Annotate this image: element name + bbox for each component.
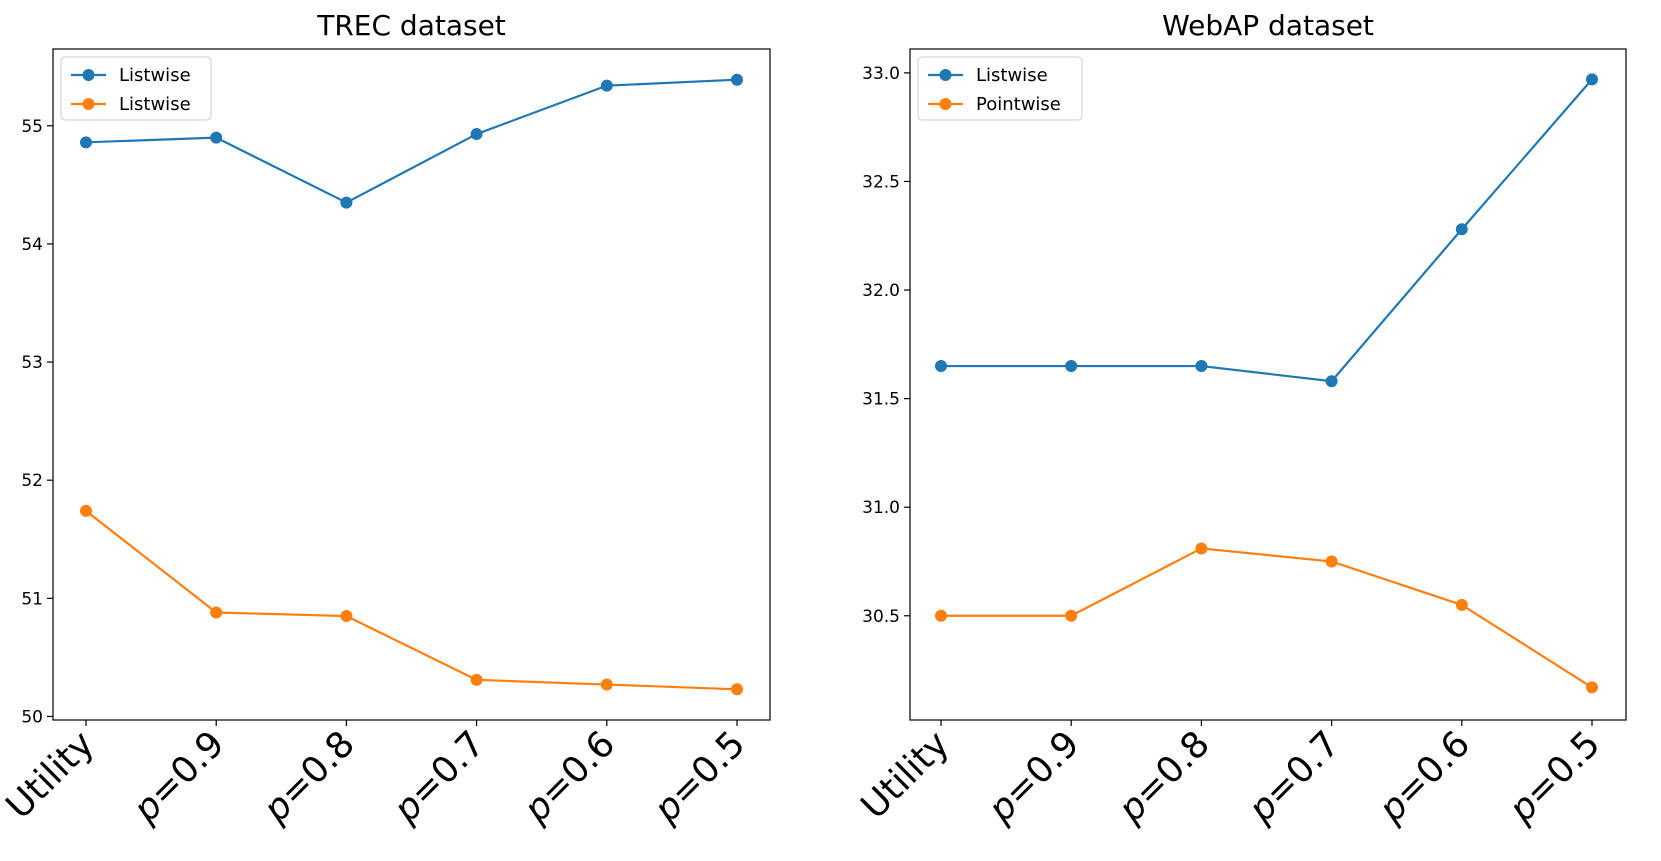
data-point xyxy=(1455,598,1468,611)
series-line xyxy=(941,547,1593,689)
data-point xyxy=(470,673,483,686)
data-point xyxy=(935,609,947,622)
data-point xyxy=(731,683,743,696)
y-tick-label: 52 xyxy=(21,471,43,491)
data-point xyxy=(1325,555,1338,568)
chart-panel-2: WebAP dataset 30.5 31.0 31.5 32.0 32.5 33.0 Uti… xyxy=(853,9,1627,831)
data-point xyxy=(600,79,613,92)
legend-swatch-marker xyxy=(939,98,952,110)
data-point xyxy=(935,360,947,373)
legend: Listwise Listwise xyxy=(60,56,212,121)
series-2 xyxy=(935,542,1598,694)
legend-label: Pointwise xyxy=(976,94,1061,115)
legend: Listwise Pointwise xyxy=(917,56,1083,121)
data-point xyxy=(340,196,353,209)
chart-title: WebAP dataset xyxy=(1162,9,1374,42)
series-line xyxy=(941,78,1593,383)
y-tick-label: 55 xyxy=(21,117,43,137)
data-point xyxy=(1195,542,1208,555)
x-tick-label: p=0.7 xyxy=(385,723,493,831)
data-point xyxy=(340,610,353,623)
series-2 xyxy=(80,504,743,696)
plot-frame xyxy=(52,48,771,721)
series-line xyxy=(85,78,738,204)
series-1 xyxy=(935,73,1598,388)
plot-frame xyxy=(909,48,1627,721)
x-tick-label: p=0.6 xyxy=(515,723,623,831)
data-point xyxy=(1586,73,1598,86)
y-tick-label: 30.5 xyxy=(862,607,900,627)
x-tick-label: p=0.8 xyxy=(1110,723,1218,831)
data-point xyxy=(731,73,743,86)
legend-swatch-marker xyxy=(82,69,95,81)
chart-title: TREC dataset xyxy=(316,9,506,42)
data-point xyxy=(1586,681,1598,694)
y-tick-label: 31.0 xyxy=(862,498,900,518)
legend-swatch-marker xyxy=(82,98,95,110)
data-point xyxy=(470,128,483,141)
legend-swatch-marker xyxy=(939,69,952,81)
x-tick-label: p=0.9 xyxy=(980,723,1088,831)
data-point xyxy=(1065,609,1078,622)
data-point xyxy=(210,131,223,144)
data-point xyxy=(210,606,223,619)
x-tick-label: Utility xyxy=(0,723,102,827)
legend-label: Listwise xyxy=(976,65,1048,86)
series-1 xyxy=(80,73,743,209)
y-tick-label: 53 xyxy=(21,353,43,373)
y-tick-label: 50 xyxy=(21,707,43,727)
data-point xyxy=(1455,223,1468,236)
x-tick-label: p=0.8 xyxy=(255,723,363,831)
x-tick-label: p=0.7 xyxy=(1240,723,1348,831)
y-tick-label: 32.5 xyxy=(862,172,900,192)
series-line xyxy=(85,510,738,691)
x-tick-label: p=0.5 xyxy=(1501,723,1609,831)
data-point xyxy=(1325,375,1338,388)
y-tick-label: 32.0 xyxy=(862,281,900,301)
x-tick-label: p=0.9 xyxy=(125,723,233,831)
x-tick-label: Utility xyxy=(853,723,957,827)
legend-label: Listwise xyxy=(119,65,191,86)
y-tick-label: 51 xyxy=(21,589,43,609)
data-point xyxy=(600,678,613,691)
data-point xyxy=(1065,360,1078,373)
x-tick-label: p=0.6 xyxy=(1370,723,1478,831)
data-point xyxy=(80,136,92,149)
x-tick-label: p=0.5 xyxy=(646,723,754,831)
y-tick-label: 33.0 xyxy=(862,64,900,84)
data-point xyxy=(80,504,92,517)
legend-label: Listwise xyxy=(119,94,191,115)
data-point xyxy=(1195,360,1208,373)
y-tick-label: 54 xyxy=(21,235,43,255)
y-tick-label: 31.5 xyxy=(862,390,900,410)
